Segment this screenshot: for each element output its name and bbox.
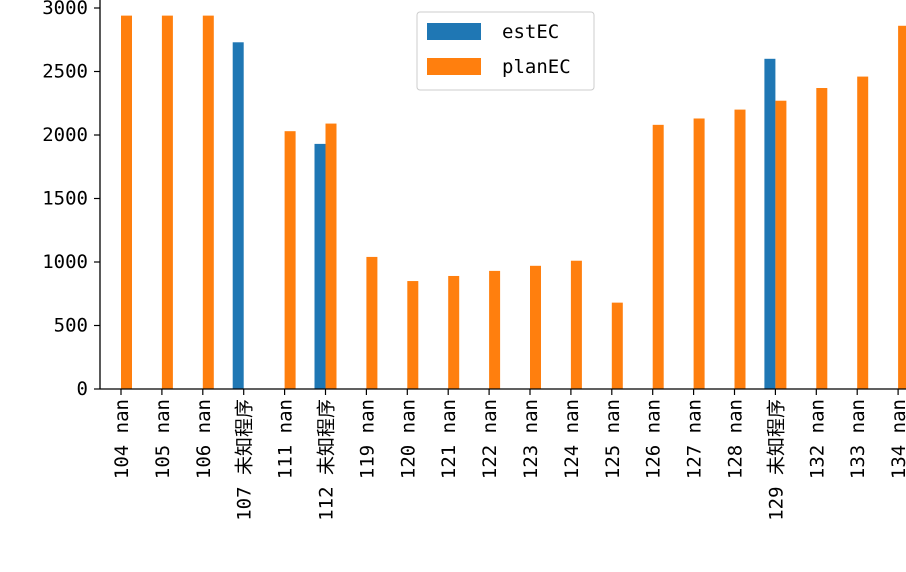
bar-planEC-12	[611, 302, 623, 389]
x-tick-label: 111 nan	[275, 399, 297, 479]
y-axis: 0 500 1000 1500 2000 2500 3000	[42, 0, 101, 400]
x-tick-label: 126 nan	[643, 399, 665, 479]
bar-planEC-8	[448, 275, 460, 389]
bar-planEC-0	[121, 15, 132, 390]
bar-estEC-16	[764, 58, 776, 390]
legend: estEC planEC	[416, 11, 595, 91]
x-tick-label: 127 nan	[684, 399, 706, 479]
bar-planEC-10	[530, 265, 541, 389]
bar-planEC-5	[325, 123, 337, 389]
bar-planEC-2	[202, 15, 214, 390]
x-tick-label: 107 未知程序	[234, 399, 256, 521]
y-tick-label: 2500	[42, 61, 88, 83]
bar-estEC-5	[314, 143, 326, 389]
bar-planEC-9	[489, 270, 501, 389]
x-tick-label: 129 未知程序	[765, 399, 787, 521]
bar-planEC-15	[734, 109, 746, 389]
bar-planEC-6	[366, 256, 378, 389]
y-tick-label: 0	[77, 378, 88, 400]
x-tick-label: 119 nan	[356, 399, 378, 479]
legend-label-planEC: planEC	[502, 56, 571, 78]
bar-planEC-11	[570, 260, 582, 389]
bar-planEC-19	[898, 25, 906, 390]
bar-planEC-16	[775, 100, 787, 390]
legend-label-estEC: estEC	[502, 21, 559, 43]
y-tick-label: 500	[54, 315, 88, 337]
legend-swatch-planEC	[427, 58, 481, 75]
x-tick-label: 120 nan	[397, 399, 419, 479]
x-tick-label: 128 nan	[725, 399, 747, 479]
bar-planEC-1	[161, 15, 173, 390]
x-tick-label: 106 nan	[193, 399, 215, 479]
y-tick-label: 1500	[42, 188, 88, 210]
x-tick-label: 104 nan	[111, 399, 133, 479]
bar-planEC-17	[816, 88, 828, 389]
y-tick-label: 3000	[42, 0, 88, 19]
x-tick-label: 125 nan	[602, 399, 624, 479]
x-tick-label: 123 nan	[520, 399, 542, 479]
x-tick-label: 121 nan	[438, 399, 460, 479]
bar-planEC-14	[693, 118, 705, 390]
x-tick-label: 112 未知程序	[316, 399, 338, 521]
legend-swatch-estEC	[427, 23, 481, 40]
bar-estEC-3	[232, 42, 244, 389]
y-tick-label: 2000	[42, 124, 88, 146]
x-axis: 104 nan 105 nan 106 nan 107 未知程序 111 nan 112 …	[100, 388, 906, 521]
x-tick-label: 132 nan	[806, 399, 828, 479]
bars-group	[121, 15, 906, 390]
x-tick-label: 105 nan	[152, 399, 174, 479]
y-tick-label: 1000	[42, 251, 88, 273]
x-tick-label: 124 nan	[561, 399, 583, 479]
x-tick-label: 134 nan	[888, 399, 906, 479]
bar-planEC-4	[284, 131, 296, 389]
x-tick-label: 122 nan	[479, 399, 501, 479]
bar-planEC-13	[652, 124, 664, 389]
bar-planEC-18	[857, 76, 869, 389]
bar-planEC-7	[407, 281, 419, 389]
x-tick-label: 133 nan	[847, 399, 869, 479]
